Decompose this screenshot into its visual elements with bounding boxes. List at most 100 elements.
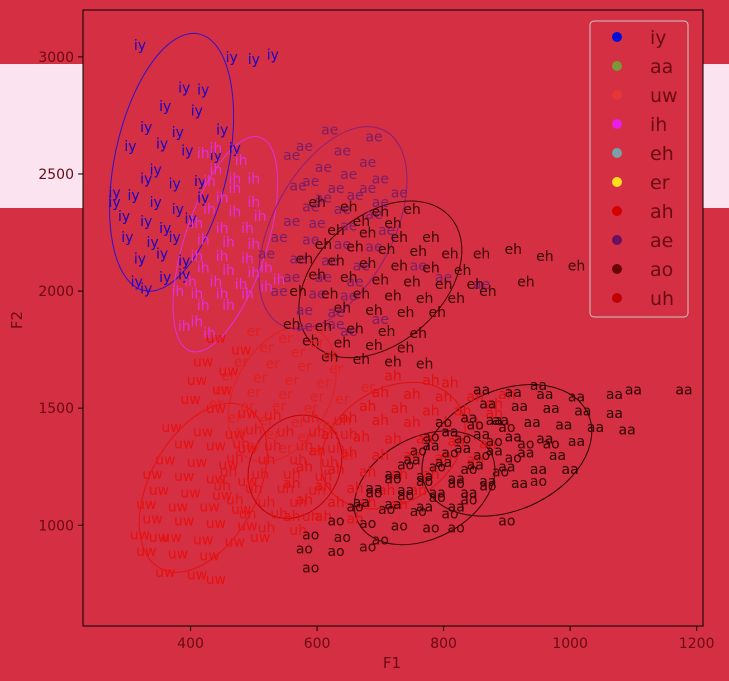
point-uh: uh — [277, 425, 295, 441]
point-ae: ae — [372, 195, 389, 211]
legend-label-uw: uw — [650, 85, 678, 107]
point-eh: eh — [397, 305, 415, 321]
point-eh: eh — [391, 258, 409, 274]
point-er: er — [323, 347, 338, 363]
point-ao: ao — [327, 514, 344, 530]
point-ae: ae — [308, 216, 325, 232]
point-iy: iy — [156, 137, 168, 153]
point-ah: ah — [485, 396, 502, 412]
point-aa: aa — [606, 406, 623, 422]
point-ao: ao — [359, 516, 376, 532]
point-ae: ae — [290, 179, 307, 195]
point-ae: ae — [340, 324, 357, 340]
point-ah: ah — [403, 448, 420, 464]
point-eh: eh — [308, 195, 326, 211]
point-ao: ao — [530, 474, 547, 490]
point-ao: ao — [372, 532, 389, 548]
point-ae: ae — [283, 148, 300, 164]
point-ih: ih — [228, 172, 241, 188]
point-iy: iy — [226, 50, 238, 66]
point-uw: uw — [142, 511, 162, 527]
point-eh: eh — [448, 291, 466, 307]
point-ah: ah — [283, 476, 300, 492]
point-eh: eh — [403, 275, 421, 291]
point-aa: aa — [416, 500, 433, 516]
point-ah: ah — [384, 368, 401, 384]
point-ah: ah — [467, 453, 484, 469]
point-ao: ao — [416, 474, 433, 490]
point-iy: iy — [216, 122, 228, 138]
point-aa: aa — [492, 413, 509, 429]
point-ih: ih — [197, 261, 210, 277]
point-ao: ao — [479, 478, 496, 494]
point-eh: eh — [416, 291, 434, 307]
point-ah: ah — [340, 411, 357, 427]
point-eh: eh — [359, 226, 377, 242]
point-er: er — [234, 354, 249, 370]
point-ih: ih — [203, 326, 216, 342]
point-iy: iy — [184, 211, 196, 227]
point-ao: ao — [397, 488, 414, 504]
point-ah: ah — [403, 387, 420, 403]
point-ah: ah — [435, 450, 452, 466]
y-tick-label: 2000 — [38, 284, 74, 300]
point-uh: uh — [340, 427, 358, 443]
point-uh: uh — [270, 507, 288, 523]
point-iy: iy — [169, 176, 181, 192]
point-er: er — [342, 448, 357, 464]
point-ih: ih — [241, 286, 254, 302]
point-ih: ih — [247, 195, 260, 211]
point-ih: ih — [203, 174, 216, 190]
point-aa: aa — [422, 439, 439, 455]
point-ih: ih — [184, 275, 197, 291]
point-uh: uh — [226, 450, 244, 466]
ellipse-er — [227, 325, 337, 463]
point-aa: aa — [384, 497, 401, 513]
point-uh: uh — [245, 481, 263, 497]
point-eh: eh — [536, 249, 554, 265]
point-iy: iy — [159, 99, 171, 115]
x-tick-label: 1200 — [679, 636, 715, 652]
point-aa: aa — [498, 460, 515, 476]
point-aa: aa — [353, 495, 370, 511]
point-ae: ae — [302, 200, 319, 216]
point-ao: ao — [334, 530, 351, 546]
point-ah: ah — [416, 432, 433, 448]
point-uw: uw — [237, 474, 257, 490]
point-eh: eh — [334, 336, 352, 352]
point-ae: ae — [372, 172, 389, 188]
point-eh: eh — [372, 272, 390, 288]
point-ao: ao — [467, 418, 484, 434]
point-ah: ah — [308, 443, 325, 459]
point-ao: ao — [302, 560, 319, 576]
point-er: er — [291, 345, 306, 361]
point-ah: ah — [353, 429, 370, 445]
point-uw: uw — [161, 530, 181, 546]
point-ah: ah — [296, 460, 313, 476]
point-er: er — [285, 373, 300, 389]
point-ae: ae — [296, 139, 313, 155]
point-uh: uh — [264, 439, 282, 455]
point-er: er — [361, 380, 376, 396]
point-er: er — [253, 371, 268, 387]
point-iy: iy — [172, 125, 184, 141]
point-ae: ae — [283, 214, 300, 230]
point-ao: ao — [302, 528, 319, 544]
point-ao: ao — [486, 434, 503, 450]
point-ih: ih — [178, 319, 191, 335]
point-ah: ah — [372, 385, 389, 401]
point-ae: ae — [327, 317, 344, 333]
point-uh: uh — [289, 453, 307, 469]
point-uw: uw — [206, 331, 226, 347]
point-ah: ah — [448, 434, 465, 450]
point-uh: uh — [258, 521, 276, 537]
point-uh: uh — [289, 495, 307, 511]
point-iy: iy — [131, 275, 143, 291]
point-aa: aa — [530, 378, 547, 394]
point-ae: ae — [302, 233, 319, 249]
point-iy: iy — [140, 282, 152, 298]
point-er: er — [278, 331, 293, 347]
point-uw: uw — [193, 425, 213, 441]
point-uw: uw — [180, 485, 200, 501]
point-iy: iy — [178, 268, 190, 284]
